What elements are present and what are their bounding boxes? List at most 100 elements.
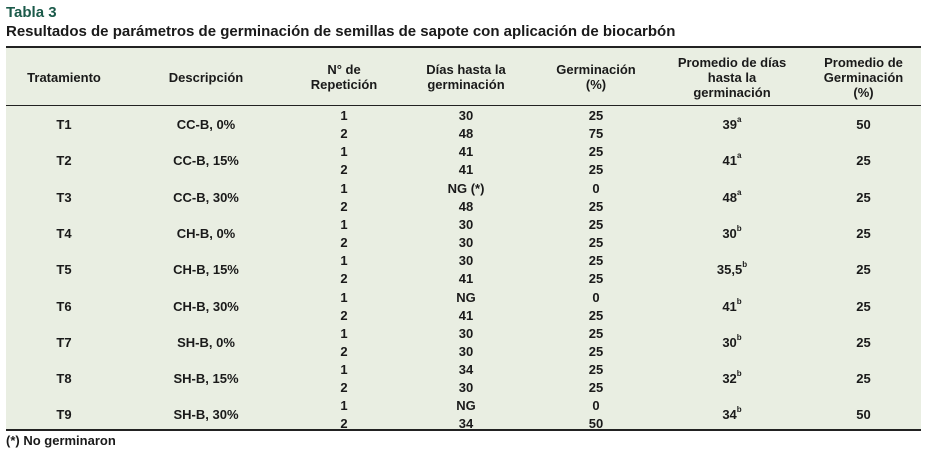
cell-descripcion: SH-B, 0%	[177, 334, 235, 350]
cell-germinacion: 25	[588, 144, 604, 160]
cell-promedio-dias: 48a	[666, 188, 798, 205]
cell-repeticion: 2	[340, 416, 348, 432]
significance-letter: a	[737, 151, 742, 161]
results-table: Tratamiento Descripción N° de Repetición…	[6, 46, 921, 431]
table-caption: Tabla 3 Resultados de parámetros de germ…	[6, 3, 675, 41]
table-row: T5 CH-B, 15% 1 2 30 41 25 25 35,5b 25	[6, 253, 921, 289]
cell-repeticion: 2	[340, 198, 348, 214]
cell-dias: 34	[458, 362, 474, 378]
cell-germinacion: 25	[588, 325, 604, 341]
table-row: T7 SH-B, 0% 1 2 30 30 25 25 30b 25	[6, 326, 921, 362]
cell-promedio-dias: 41a	[666, 151, 798, 169]
cell-descripcion: CC-B, 0%	[176, 117, 236, 132]
cell-promedio-germinacion: 25	[856, 262, 871, 278]
table-row: T8 SH-B, 15% 1 2 34 30 25 25 32b 25	[6, 362, 921, 398]
promedio-dias-value: 30	[722, 334, 737, 350]
cell-repeticion: 2	[340, 126, 348, 141]
cell-germinacion: 25	[588, 234, 604, 250]
cell-dias: 30	[458, 343, 474, 359]
promedio-dias-value: 48	[722, 189, 737, 205]
header-promedio-dias: Promedio de días hasta la germinación	[677, 54, 787, 100]
significance-letter: b	[742, 260, 748, 270]
cell-repeticion: 1	[340, 216, 348, 232]
cell-repeticion: 1	[340, 180, 348, 196]
cell-dias: 41	[458, 271, 474, 287]
cell-germinacion: 0	[592, 398, 600, 414]
cell-repeticion: 2	[340, 307, 348, 323]
cell-promedio-germinacion: 25	[856, 225, 871, 241]
cell-promedio-dias: 39a	[666, 115, 798, 132]
table-header: Tratamiento Descripción N° de Repetición…	[6, 48, 921, 106]
cell-descripcion: CC-B, 15%	[173, 153, 239, 169]
cell-repeticion: 2	[340, 162, 348, 178]
cell-dias: 30	[458, 108, 474, 123]
footnote: (*) No germinaron	[6, 433, 116, 448]
cell-promedio-germinacion: 50	[856, 407, 871, 423]
header-germinacion: Germinación (%)	[556, 62, 636, 92]
table-row: T4 CH-B, 0% 1 2 30 30 25 25 30b 25	[6, 217, 921, 253]
cell-promedio-dias: 30b	[666, 223, 798, 241]
header-repeticion: N° de Repetición	[310, 62, 378, 92]
promedio-dias-value: 30	[722, 225, 737, 241]
significance-letter: b	[736, 369, 742, 379]
cell-germinacion: 25	[588, 216, 604, 232]
cell-dias: NG	[456, 289, 476, 305]
cell-germinacion: 25	[588, 380, 604, 396]
cell-germinacion: 25	[588, 271, 604, 287]
cell-dias: 48	[458, 126, 474, 141]
significance-letter: b	[736, 332, 742, 342]
promedio-dias-value: 35,5	[716, 262, 743, 278]
cell-promedio-dias: 30b	[666, 332, 798, 350]
cell-repeticion: 1	[340, 108, 348, 123]
promedio-dias-value: 34	[722, 407, 737, 423]
cell-descripcion: CH-B, 30%	[173, 298, 239, 314]
table-row: T6 CH-B, 30% 1 2 NG 41 0 25 41b 25	[6, 290, 921, 326]
cell-descripcion: CH-B, 0%	[176, 225, 236, 241]
cell-germinacion: 25	[588, 108, 604, 123]
cell-germinacion: 75	[588, 126, 604, 141]
cell-descripcion: CH-B, 15%	[173, 262, 239, 278]
cell-promedio-germinacion: 25	[856, 334, 871, 350]
cell-promedio-dias: 35,5b	[666, 260, 798, 278]
cell-dias: 30	[458, 234, 474, 250]
cell-repeticion: 2	[340, 380, 348, 396]
cell-dias: 41	[458, 144, 474, 160]
cell-tratamiento: T5	[56, 262, 72, 278]
cell-dias: 41	[458, 162, 474, 178]
cell-dias: NG (*)	[447, 180, 485, 196]
cell-dias: 30	[458, 253, 474, 269]
cell-repeticion: 1	[340, 144, 348, 160]
significance-letter: b	[736, 223, 742, 233]
cell-dias: 30	[458, 380, 474, 396]
cell-germinacion: 25	[588, 162, 604, 178]
table-row: T1 CC-B, 0% 1 2 30 48 25 75 39a 50	[6, 108, 921, 144]
header-descripcion: Descripción	[168, 69, 244, 85]
cell-repeticion: 1	[340, 325, 348, 341]
cell-germinacion: 25	[588, 198, 604, 214]
cell-germinacion: 25	[588, 253, 604, 269]
cell-promedio-dias: 41b	[666, 296, 798, 314]
table-row: T3 CC-B, 30% 1 2 NG (*) 48 0 25 48a 25	[6, 181, 921, 217]
cell-germinacion: 25	[588, 362, 604, 378]
promedio-dias-value: 41	[722, 153, 737, 169]
table-label: Tabla 3	[6, 4, 57, 21]
cell-descripcion: CC-B, 30%	[173, 189, 239, 205]
promedio-dias-value: 39	[722, 117, 737, 132]
table-title: Resultados de parámetros de germinación …	[6, 23, 676, 40]
significance-letter: b	[736, 296, 742, 306]
promedio-dias-value: 41	[722, 298, 737, 314]
cell-promedio-germinacion: 25	[856, 298, 871, 314]
cell-promedio-dias: 34b	[666, 405, 798, 423]
cell-germinacion: 25	[588, 343, 604, 359]
cell-tratamiento: T6	[56, 298, 72, 314]
cell-repeticion: 2	[340, 234, 348, 250]
cell-tratamiento: T3	[56, 189, 72, 205]
header-promedio-germinacion: Promedio de Germinación (%)	[823, 54, 904, 100]
cell-tratamiento: T8	[56, 371, 72, 387]
cell-dias: 41	[458, 307, 474, 323]
table-row: T2 CC-B, 15% 1 2 41 41 25 25 41a 25	[6, 144, 921, 180]
cell-dias: 30	[458, 216, 474, 232]
cell-repeticion: 1	[340, 289, 348, 305]
cell-promedio-germinacion: 25	[856, 189, 871, 205]
cell-germinacion: 0	[592, 289, 600, 305]
